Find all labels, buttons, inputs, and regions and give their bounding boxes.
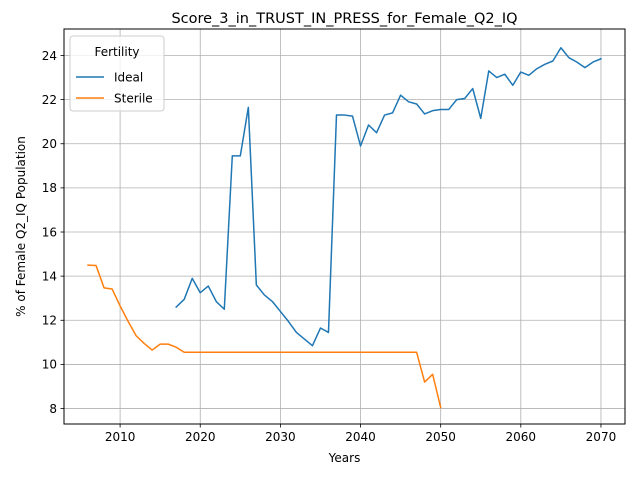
series-line-sterile <box>87 264 442 409</box>
legend-title: Fertility <box>94 45 139 59</box>
y-tick-label: 14 <box>42 269 57 283</box>
x-tick-label: 2050 <box>425 430 456 444</box>
y-tick-label: 20 <box>42 137 57 151</box>
y-tick-label: 12 <box>42 314 57 328</box>
y-tick-label: 22 <box>42 93 57 107</box>
x-tick-label: 2020 <box>185 430 216 444</box>
y-tick-label: 8 <box>49 402 57 416</box>
x-axis-title: Years <box>328 451 361 465</box>
x-tick-label: 2030 <box>265 430 296 444</box>
series-lines <box>87 47 602 409</box>
x-tick-label: 2010 <box>105 430 136 444</box>
y-tick-label: 24 <box>42 49 57 63</box>
chart-title: Score_3_in_TRUST_IN_PRESS_for_Female_Q2_… <box>171 11 517 27</box>
legend: Fertility Ideal Sterile <box>69 35 165 112</box>
x-tick-label: 2060 <box>506 430 537 444</box>
series-line-ideal <box>175 47 602 347</box>
legend-box <box>69 35 165 112</box>
legend-label-sterile: Sterile <box>114 92 153 106</box>
axis-ticks: 2010 2020 2030 2040 2050 2060 2070 8 10 12 14 16 18 2… <box>42 49 617 444</box>
axes-frame <box>63 28 626 425</box>
legend-label-ideal: Ideal <box>114 71 143 85</box>
grid <box>64 29 625 424</box>
y-tick-label: 10 <box>42 358 57 372</box>
x-tick-label: 2040 <box>345 430 376 444</box>
y-tick-label: 16 <box>42 225 57 239</box>
x-tick-label: 2070 <box>586 430 617 444</box>
y-axis-title: % of Female Q2_IQ Population <box>14 136 28 317</box>
y-tick-label: 18 <box>42 181 57 195</box>
